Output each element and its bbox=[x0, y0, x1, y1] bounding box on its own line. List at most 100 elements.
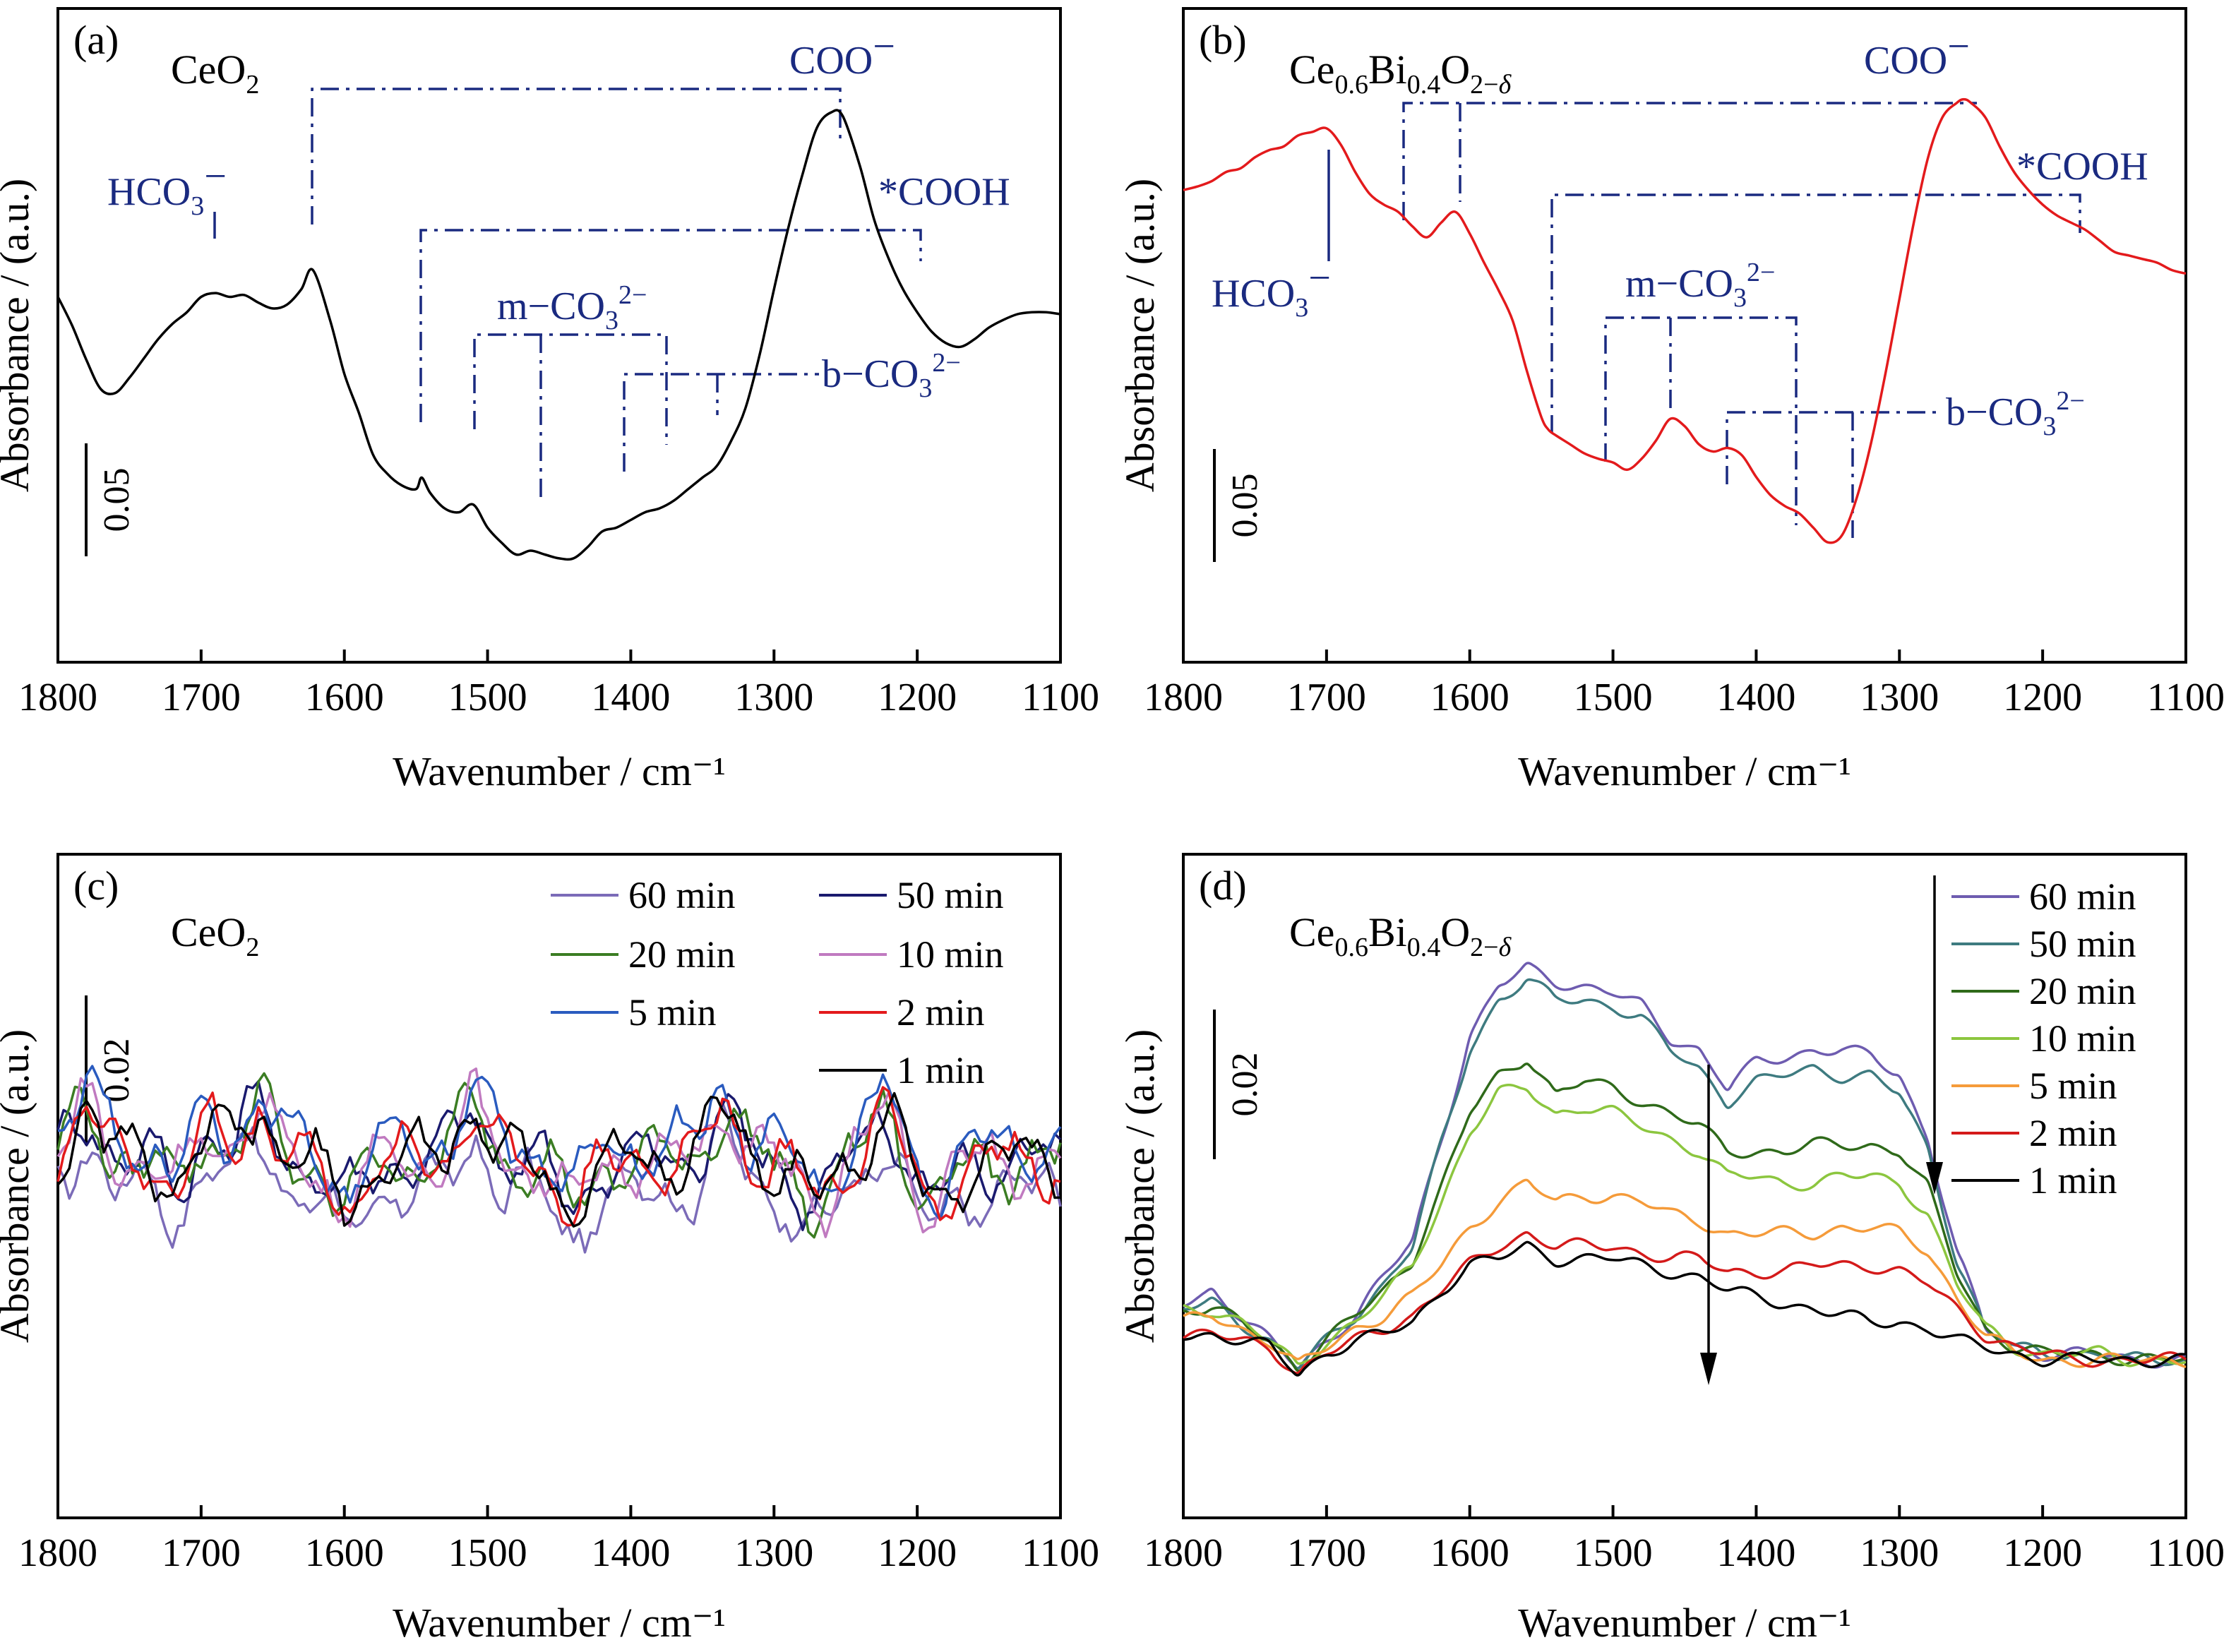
legend-label: 2 min bbox=[2029, 1112, 2117, 1154]
panel-b-label: (b) bbox=[1199, 17, 1247, 63]
legend-label: 1 min bbox=[897, 1049, 985, 1091]
panel-b-coo-label: COO− bbox=[1864, 25, 1970, 83]
spectrum-line bbox=[1183, 1231, 2187, 1375]
spectrum-line bbox=[1183, 1063, 2187, 1372]
panel-b-cooh-label: *COOH bbox=[2016, 145, 2148, 188]
legend-label: 20 min bbox=[628, 933, 736, 976]
legend-label: 50 min bbox=[2029, 923, 2136, 965]
x-tick-label: 1200 bbox=[878, 676, 957, 719]
x-tick-label: 1300 bbox=[1860, 676, 1939, 719]
legend-label: 20 min bbox=[2029, 970, 2136, 1012]
panel-d-arrow-left-head bbox=[1700, 1353, 1717, 1385]
x-tick-label: 1500 bbox=[1574, 1531, 1653, 1575]
x-tick-label: 1300 bbox=[734, 676, 813, 719]
panel-b-hco3-label: HCO3− bbox=[1212, 256, 1331, 323]
x-tick-label: 1300 bbox=[1860, 1531, 1939, 1575]
legend-label: 60 min bbox=[2029, 875, 2136, 918]
panel-c-legend: 60 min 50 min 20 min 10 min 5 min 2 min 1 min bbox=[551, 874, 1004, 1091]
x-tick-label: 1100 bbox=[1022, 1531, 1099, 1575]
spectrum-line bbox=[1183, 978, 2187, 1370]
x-tick-label: 1500 bbox=[1574, 676, 1653, 719]
legend-label: 10 min bbox=[2029, 1017, 2136, 1060]
panel-a-sample: CeO2 bbox=[171, 47, 259, 100]
x-tick-label: 1400 bbox=[591, 676, 670, 719]
panel-d: 1800 1700 1600 1500 1400 1300 1200 1100 Wavenum… bbox=[1117, 853, 2225, 1646]
x-tick-label: 1300 bbox=[734, 1531, 813, 1575]
panel-b-frame bbox=[1182, 7, 2187, 664]
panel-a-label: (a) bbox=[73, 17, 119, 63]
x-tick-label: 1200 bbox=[2003, 676, 2082, 719]
panel-c-sample: CeO2 bbox=[171, 909, 259, 962]
panel-b-x-ticks: 1800 1700 1600 1500 1400 1300 1200 1100 bbox=[1144, 650, 2225, 719]
panel-a-ylabel: Absorbance / (a.u.) bbox=[0, 179, 37, 493]
x-tick-label: 1700 bbox=[162, 676, 241, 719]
panel-b-bco3-label: b−CO32− bbox=[1946, 386, 2085, 441]
x-tick-label: 1800 bbox=[18, 676, 97, 719]
panel-b-scale-label: 0.05 bbox=[1225, 474, 1265, 538]
legend-label: 2 min bbox=[897, 991, 985, 1034]
panel-a-xlabel: Wavenumber / cm⁻¹ bbox=[393, 748, 726, 794]
x-tick-label: 1800 bbox=[18, 1531, 97, 1575]
panel-d-label: (d) bbox=[1199, 863, 1247, 909]
x-tick-label: 1400 bbox=[1716, 676, 1795, 719]
panel-d-xlabel: Wavenumber / cm⁻¹ bbox=[1518, 1600, 1851, 1646]
legend-label: 10 min bbox=[897, 933, 1004, 976]
panel-d-x-ticks: 1800 1700 1600 1500 1400 1300 1200 1100 bbox=[1144, 1505, 2225, 1575]
x-tick-label: 1100 bbox=[2147, 1531, 2225, 1575]
panel-b-sample: Ce0.6Bi0.4O2−δ bbox=[1289, 47, 1512, 100]
panel-a-annotations: HCO3− COO− *COOH m−CO32− b−CO32− bbox=[107, 25, 1010, 500]
x-tick-label: 1600 bbox=[1430, 1531, 1509, 1575]
x-tick-label: 1500 bbox=[448, 1531, 527, 1575]
panel-a-coo-label: COO− bbox=[789, 25, 895, 83]
x-tick-label: 1400 bbox=[591, 1531, 670, 1575]
x-tick-label: 1800 bbox=[1144, 1531, 1223, 1575]
panel-d-ylabel: Absorbance / (a.u.) bbox=[1117, 1029, 1163, 1343]
panel-a-mco3-label: m−CO32− bbox=[497, 280, 647, 335]
x-tick-label: 1100 bbox=[1022, 676, 1099, 719]
panel-c-label: (c) bbox=[73, 863, 119, 909]
spectrum-line bbox=[56, 1101, 1062, 1254]
panel-b-xlabel: Wavenumber / cm⁻¹ bbox=[1518, 748, 1851, 794]
x-tick-label: 1800 bbox=[1144, 676, 1223, 719]
legend-label: 5 min bbox=[628, 991, 717, 1034]
panel-b-curves bbox=[1183, 97, 2187, 544]
x-tick-label: 1100 bbox=[2147, 676, 2225, 719]
panel-c-curves bbox=[56, 1065, 1062, 1254]
panel-c: 1800 1700 1600 1500 1400 1300 1200 1100 Wavenum… bbox=[0, 853, 1099, 1646]
panel-b-annotations: HCO3− COO− *COOH m−CO32− b−CO32− bbox=[1212, 25, 2148, 538]
panel-a-bco3-label: b−CO32− bbox=[822, 348, 961, 403]
x-tick-label: 1200 bbox=[878, 1531, 957, 1575]
x-tick-label: 1600 bbox=[305, 1531, 384, 1575]
panel-d-sample: Ce0.6Bi0.4O2−δ bbox=[1289, 909, 1512, 962]
panel-a-hco3-label: HCO3− bbox=[107, 155, 227, 221]
legend-label: 5 min bbox=[2029, 1065, 2117, 1107]
x-tick-label: 1600 bbox=[1430, 676, 1509, 719]
x-tick-label: 1500 bbox=[448, 676, 527, 719]
panel-b-mco3-label: m−CO32− bbox=[1625, 258, 1775, 313]
panel-a-scale-label: 0.05 bbox=[97, 468, 137, 532]
panel-b: 1800 1700 1600 1500 1400 1300 1200 1100 Wavenum… bbox=[1117, 7, 2225, 794]
spectrum-line bbox=[56, 1091, 1061, 1228]
spectrum-line bbox=[56, 1086, 1061, 1227]
panel-a-x-ticks: 1800 1700 1600 1500 1400 1300 1200 1100 bbox=[18, 650, 1099, 719]
panel-a-cooh-label: *COOH bbox=[878, 170, 1010, 214]
panel-d-arrow-right-head bbox=[1926, 1162, 1943, 1195]
x-tick-label: 1700 bbox=[1287, 676, 1366, 719]
x-tick-label: 1600 bbox=[305, 676, 384, 719]
spectrum-line bbox=[1183, 1240, 2187, 1377]
panel-c-frame bbox=[56, 853, 1062, 1519]
x-tick-label: 1700 bbox=[1287, 1531, 1366, 1575]
panel-d-curves bbox=[1183, 962, 2187, 1377]
panel-c-x-ticks: 1800 1700 1600 1500 1400 1300 1200 1100 bbox=[18, 1505, 1099, 1575]
panel-c-xlabel: Wavenumber / cm⁻¹ bbox=[393, 1600, 726, 1646]
panel-c-ylabel: Absorbance / (a.u.) bbox=[0, 1029, 37, 1343]
legend-label: 1 min bbox=[2029, 1159, 2117, 1202]
panel-d-frame bbox=[1182, 853, 2187, 1519]
x-tick-label: 1400 bbox=[1716, 1531, 1795, 1575]
panel-a: 1800 1700 1600 1500 1400 1300 1200 1100 Wavenum… bbox=[0, 7, 1099, 794]
panel-a-frame bbox=[56, 7, 1062, 664]
panel-b-ylabel: Absorbance / (a.u.) bbox=[1117, 179, 1163, 493]
spectrum-line bbox=[56, 109, 1061, 561]
panel-d-scale-label: 0.02 bbox=[1225, 1053, 1265, 1117]
